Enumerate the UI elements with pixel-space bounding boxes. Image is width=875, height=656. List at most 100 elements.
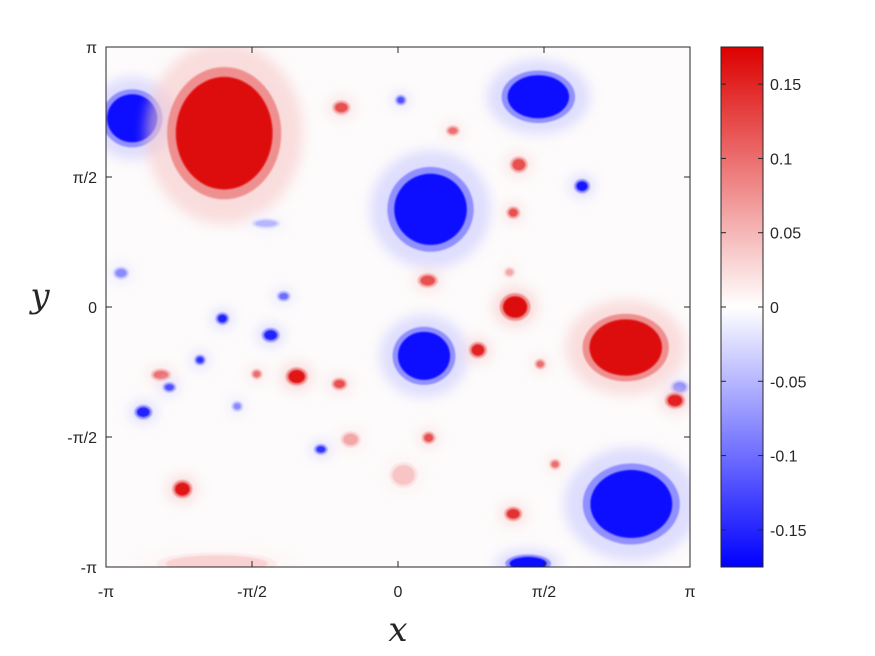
vortex	[133, 546, 300, 567]
vortex-core	[471, 344, 485, 356]
vortex	[309, 440, 333, 459]
vortex-core	[316, 446, 326, 453]
vortex-core	[136, 407, 150, 418]
vortex	[246, 364, 267, 384]
vortex	[495, 549, 561, 567]
vortex-core	[233, 403, 241, 410]
vortex	[569, 174, 595, 198]
vortex-core	[448, 127, 458, 135]
vortex	[492, 286, 538, 328]
vortex	[327, 95, 356, 120]
colorbar-tick-label: 0.15	[770, 77, 801, 94]
vortex	[190, 350, 210, 370]
y-axis-ticks: -π -π/2 0 π/2 π	[67, 40, 690, 577]
vortex	[659, 387, 690, 414]
vortex	[129, 400, 158, 424]
vortex	[158, 378, 181, 397]
vortex	[145, 47, 304, 225]
vortex-core	[174, 482, 190, 496]
vortex	[279, 362, 314, 391]
vorticity-field	[106, 47, 690, 567]
vortex	[486, 59, 590, 135]
vortex-core	[505, 268, 514, 276]
colorbar-gradient	[721, 47, 763, 567]
vortex	[565, 299, 686, 396]
vortex	[412, 268, 444, 293]
colorbar-tick-label: 0.05	[770, 226, 801, 243]
vortex-core	[288, 369, 306, 384]
y-tick-label: π	[86, 40, 97, 57]
vortex-core	[508, 208, 518, 217]
x-axis-ticks: -π -π/2 0 π/2 π	[98, 47, 696, 601]
x-tick-label: 0	[394, 584, 403, 601]
vortex-core	[254, 220, 278, 227]
colorbar: 0.15 0.1 0.05 0 -0.05 -0.1 -0.15	[720, 46, 807, 568]
vortex-core	[264, 330, 278, 341]
colorbar-tick-label: -0.15	[770, 523, 807, 540]
vortex	[335, 426, 367, 453]
y-axis-title: y	[28, 276, 50, 316]
vortex-core	[165, 555, 268, 567]
vortex	[530, 354, 550, 374]
vortex-core	[667, 394, 683, 407]
vortex-core	[196, 356, 204, 364]
vortex-core	[590, 470, 673, 538]
vortex-core	[424, 433, 434, 442]
vortex-core	[398, 331, 451, 380]
vortex	[545, 455, 565, 474]
vortex	[391, 90, 411, 110]
colorbar-tick-label: -0.1	[770, 449, 798, 466]
x-tick-label: -π	[98, 584, 114, 601]
plot-area: -π -π/2 0 π/2 π -π -π/2 0 π/2 π	[67, 40, 696, 601]
vortex	[370, 150, 491, 269]
vortex	[499, 263, 520, 282]
vortex-core	[509, 556, 547, 567]
x-tick-label: -π/2	[237, 584, 267, 601]
vortex-core	[512, 158, 526, 171]
colorbar-tick-label: 0	[770, 300, 779, 317]
y-tick-label: -π/2	[67, 430, 97, 447]
vortex	[417, 427, 440, 449]
x-tick-label: π	[684, 584, 695, 601]
vortex-core	[253, 370, 261, 378]
vortex-core	[153, 370, 169, 380]
vortex-core	[279, 292, 289, 300]
vortex-core	[503, 296, 528, 318]
vortex	[441, 121, 465, 140]
vortex	[463, 337, 493, 364]
colorbar-ticks: 0.15 0.1 0.05 0 -0.05 -0.1 -0.15	[721, 77, 807, 540]
vortex-core	[217, 314, 227, 323]
vortex	[502, 202, 525, 224]
vortex-core	[115, 268, 127, 278]
vortex	[108, 262, 134, 284]
vortex-core	[164, 383, 174, 391]
vortex	[326, 373, 353, 395]
vortex-core	[589, 319, 662, 376]
colorbar-tick-label: -0.05	[770, 374, 807, 391]
vortex-core	[551, 460, 559, 468]
vortex	[504, 151, 533, 178]
vortex	[563, 447, 690, 561]
vortex-core	[334, 102, 348, 113]
vortex	[211, 308, 234, 330]
y-tick-label: π/2	[73, 170, 97, 187]
vortex-core	[392, 465, 415, 485]
y-tick-label: -π	[81, 560, 97, 577]
vortex	[227, 397, 247, 416]
vortex	[272, 287, 295, 306]
vortex-core	[536, 360, 544, 368]
vortex	[382, 455, 425, 495]
vortex	[166, 474, 198, 504]
colorbar-tick-label: 0.1	[770, 151, 792, 168]
vortex-core	[175, 76, 273, 190]
x-axis-title: x	[388, 610, 407, 650]
vortex-core	[576, 181, 588, 192]
vortex	[256, 323, 285, 347]
vortex	[499, 502, 528, 526]
vortex-core	[507, 75, 570, 119]
vortex-core	[333, 379, 346, 389]
vortex	[244, 214, 288, 233]
vortex-core	[397, 96, 405, 104]
vortex-core	[343, 433, 359, 446]
